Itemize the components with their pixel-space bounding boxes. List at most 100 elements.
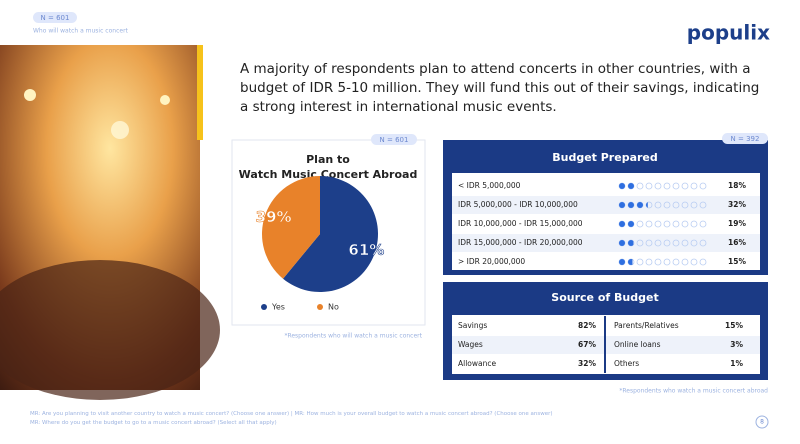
data-label: 39% (256, 208, 292, 226)
dot-fill (619, 240, 634, 246)
dot-empty (654, 201, 662, 209)
note: *Respondents who watch a music concert a… (619, 388, 768, 395)
dot-empty (636, 239, 644, 247)
row-label: Savings (458, 321, 487, 330)
dot-empty (699, 220, 707, 228)
dot (619, 221, 625, 227)
budget-table (452, 173, 760, 270)
row-value: 67% (578, 340, 596, 349)
pie-slice (283, 176, 378, 292)
crowd (0, 260, 220, 400)
dot-empty (645, 182, 653, 190)
data-label: 61% (348, 241, 384, 259)
dot-empty (654, 220, 662, 228)
dot-empty (690, 220, 698, 228)
title-line: Watch Music Concert Abroad (239, 168, 418, 181)
pie-slice (262, 175, 320, 279)
legend-swatch (317, 304, 323, 310)
panel-title: Source of Budget (551, 291, 658, 304)
dot-fill (619, 202, 648, 208)
dot-empty (681, 239, 689, 247)
title-line: Plan to (306, 153, 350, 166)
badge (33, 12, 77, 23)
row-value: 82% (578, 321, 596, 330)
row-label: IDR 5,000,000 - IDR 10,000,000 (458, 200, 578, 209)
badge-text: N = 601 (41, 14, 70, 22)
dot (628, 221, 634, 227)
row-value: 3% (730, 340, 743, 349)
row-value: 19% (728, 219, 746, 228)
row-label: IDR 10,000,000 - IDR 15,000,000 (458, 219, 583, 228)
dot-empty (654, 258, 662, 266)
dot-fill (619, 221, 634, 227)
dot (646, 202, 648, 208)
row-value: 32% (578, 359, 596, 368)
row-value: 1% (730, 359, 743, 368)
row-label: > IDR 20,000,000 (458, 257, 525, 266)
dot-empty (636, 220, 644, 228)
dot-empty (636, 258, 644, 266)
dot-empty (681, 182, 689, 190)
row-band (452, 234, 760, 252)
dot (628, 202, 634, 208)
legend-label: Yes (271, 303, 285, 312)
dot-empty (681, 220, 689, 228)
legend-label: No (328, 303, 339, 312)
badge-caption: Who will watch a music concert (33, 28, 129, 35)
dot-empty (672, 182, 680, 190)
stage-light (111, 121, 129, 139)
dot-empty (645, 220, 653, 228)
panel-title: Budget Prepared (552, 151, 658, 164)
dot-empty (645, 239, 653, 247)
logo: populix (687, 21, 770, 45)
row-value: 32% (728, 200, 746, 209)
row-value: 15% (725, 321, 743, 330)
question: MR: Where do you get the budget to go to… (30, 420, 277, 426)
dot (619, 202, 625, 208)
dot-empty (690, 239, 698, 247)
dot-fill (619, 183, 634, 189)
row-label: Parents/Relatives (614, 321, 679, 330)
dot (628, 259, 633, 265)
row-label: Online loans (614, 340, 661, 349)
dot-empty (681, 258, 689, 266)
dot-empty (672, 258, 680, 266)
chart-title: Plan to Watch Music Concert Abroad (239, 153, 418, 181)
accent-bar (197, 45, 203, 140)
dot-empty (654, 239, 662, 247)
stage-light (24, 89, 36, 101)
row-value: 15% (728, 257, 746, 266)
badge (722, 133, 768, 144)
page-circle (755, 415, 769, 429)
dot-fill (619, 259, 633, 265)
row-label: IDR 15,000,000 - IDR 20,000,000 (458, 238, 583, 247)
dot-empty (663, 258, 671, 266)
dot (619, 183, 625, 189)
dot-empty (690, 182, 698, 190)
note: *Respondents who will watch a music conc… (284, 333, 422, 340)
dot (628, 183, 634, 189)
badge-text: N = 392 (731, 135, 760, 143)
row-label: Allowance (458, 359, 496, 368)
dot-empty (663, 201, 671, 209)
dot-empty (690, 201, 698, 209)
dot (628, 240, 634, 246)
dot (619, 240, 625, 246)
row-label: < IDR 5,000,000 (458, 181, 521, 190)
dot-empty (699, 182, 707, 190)
row-band (452, 196, 760, 214)
dot-empty (663, 220, 671, 228)
dot-empty (654, 182, 662, 190)
dot-empty (681, 201, 689, 209)
dot-empty (672, 239, 680, 247)
dot-empty (690, 258, 698, 266)
dot-empty (663, 182, 671, 190)
dot-empty (699, 239, 707, 247)
legend-swatch (261, 304, 267, 310)
dot-empty (663, 239, 671, 247)
dot-empty (672, 201, 680, 209)
badge (371, 134, 417, 145)
dot-empty (636, 182, 644, 190)
